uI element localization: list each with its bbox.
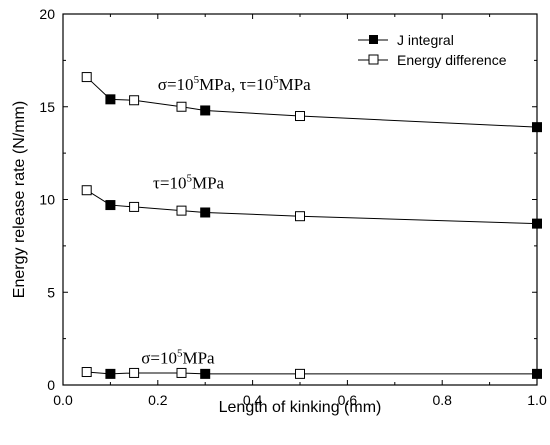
- j-integral-point: [200, 105, 211, 116]
- energy-difference-point: [81, 185, 92, 196]
- j-integral-point: [200, 207, 211, 218]
- y-tick-label: 10: [39, 192, 55, 208]
- curve-line: [86, 189, 538, 225]
- curve-line: [86, 76, 538, 128]
- energy-difference-point: [129, 367, 140, 378]
- stress-annotation: σ=105MPa, τ=105MPa: [158, 74, 311, 94]
- y-tick-label: 5: [47, 284, 55, 300]
- x-tick-label: 0.0: [53, 392, 73, 408]
- x-axis-label: Length of kinking (mm): [219, 399, 382, 416]
- energy-difference-point: [81, 367, 92, 378]
- series-markers: [81, 72, 542, 379]
- energy-difference-point: [176, 367, 187, 378]
- y-tick-label: 20: [39, 6, 55, 22]
- y-tick-label: 15: [39, 99, 55, 115]
- energy-difference-point: [295, 368, 305, 379]
- legend: J integral Energy difference: [358, 32, 507, 68]
- tick-marks: [62, 13, 538, 386]
- stress-annotations: σ=105MPa, τ=105MPa τ=105MPa σ=105MPa: [141, 74, 311, 368]
- energy-difference-point: [129, 95, 140, 106]
- legend-marker-j-integral: [369, 35, 378, 44]
- y-tick-label: 0: [47, 377, 55, 393]
- j-integral-point: [200, 368, 211, 379]
- y-axis-label: Energy release rate (N/mm): [11, 101, 28, 298]
- legend-label-j-integral: J integral: [397, 32, 454, 48]
- energy-difference-point: [295, 111, 305, 122]
- legend-label-energy-difference: Energy difference: [397, 52, 507, 68]
- stress-annotation: σ=105MPa: [141, 348, 215, 368]
- energy-difference-point: [81, 72, 92, 83]
- j-integral-point: [105, 368, 116, 379]
- series-lines: [86, 76, 538, 375]
- energy-difference-point: [176, 101, 187, 112]
- j-integral-point: [105, 94, 116, 105]
- x-tick-label: 0.2: [148, 392, 168, 408]
- j-integral-point: [105, 200, 116, 211]
- plot-frame: [62, 13, 538, 386]
- energy-difference-point: [176, 205, 187, 216]
- x-tick-label: 1.0: [527, 392, 547, 408]
- tick-labels: 0.0 0.2 0.4 0.6 0.8 1.0 0 5 10 15 20: [39, 6, 547, 408]
- x-tick-label: 0.6: [338, 392, 358, 408]
- curve-line: [86, 371, 537, 375]
- x-tick-label: 0.8: [432, 392, 452, 408]
- energy-difference-point: [295, 211, 305, 222]
- legend-marker-energy-difference: [368, 54, 379, 65]
- stress-annotation: τ=105MPa: [153, 172, 224, 192]
- energy-difference-point: [129, 201, 140, 212]
- x-tick-label: 0.4: [243, 392, 263, 408]
